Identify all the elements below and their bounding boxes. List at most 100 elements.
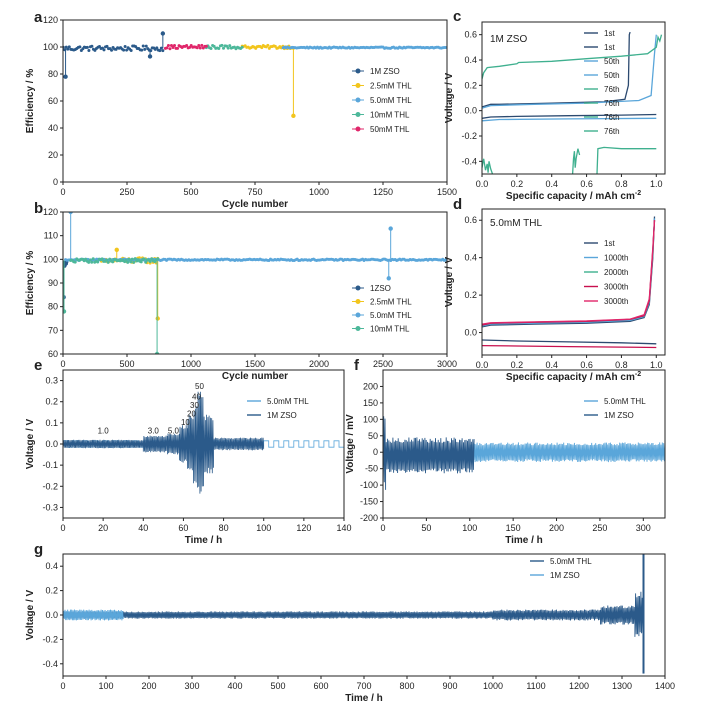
y-tick-label: -50 xyxy=(365,464,378,474)
data-point xyxy=(209,47,213,51)
data-point xyxy=(90,44,94,48)
x-tick-label: 1200 xyxy=(569,681,589,691)
x-tick-label: 0 xyxy=(60,359,65,369)
y-tick-label: -150 xyxy=(360,497,378,507)
spike-point xyxy=(154,351,160,354)
data-point xyxy=(197,44,201,48)
series-10mm-thl-3 xyxy=(204,43,244,51)
legend: 1st 1st 50th 50th 76th 76th 76th 76th xyxy=(584,29,620,136)
y-axis-label: Efficiency / % xyxy=(25,251,36,316)
spike-point xyxy=(114,247,119,253)
legend-label: 50mM THL xyxy=(370,125,410,134)
x-tick-label: 0 xyxy=(380,523,385,533)
data-point xyxy=(127,257,131,261)
x-tick-label: 250 xyxy=(119,187,134,197)
y-tick-label: 0.1 xyxy=(45,418,58,428)
series-3000th-4 xyxy=(482,220,656,325)
x-tick-label: 2500 xyxy=(373,359,393,369)
x-tick-label: 0.0 xyxy=(476,179,489,189)
series-50th-2 xyxy=(482,34,657,109)
legend: 1M ZSO 2.5mM THL 5.0mM THL 10mM THL 50mM THL xyxy=(352,67,412,134)
legend: 5.0mM THL 1M ZSO xyxy=(247,397,309,420)
x-tick-label: 20 xyxy=(98,523,108,533)
panel-label: d xyxy=(453,196,462,213)
y-axis-label: Voltage / V xyxy=(25,418,36,469)
legend-marker xyxy=(355,97,361,103)
data-point xyxy=(105,258,109,262)
y-tick-label: 0.0 xyxy=(45,439,58,449)
x-tick-label: 100 xyxy=(256,523,271,533)
y-tick-label: 0.3 xyxy=(45,376,58,386)
series-1000th-1 xyxy=(482,218,656,327)
x-tick-label: 1000 xyxy=(483,681,503,691)
y-tick-label: 0.2 xyxy=(464,290,477,300)
spike-point xyxy=(386,276,391,281)
plot-area xyxy=(63,212,447,354)
series-2000th-2 xyxy=(482,220,656,326)
y-tick-label: -100 xyxy=(360,480,378,490)
x-tick-label: 0 xyxy=(60,523,65,533)
data-point xyxy=(220,43,224,47)
series-1m-zso-0 xyxy=(63,31,166,79)
y-tick-label: -0.2 xyxy=(42,481,58,491)
data-point xyxy=(111,260,115,264)
panel-f: 0 50 100 150 200 250 300 -200 -150 -100 -50 0 50 100 1… xyxy=(345,357,666,546)
data-point xyxy=(444,258,447,262)
x-tick-label: 500 xyxy=(270,681,285,691)
y-tick-label: -0.3 xyxy=(42,502,58,512)
rate-annotation: 20 xyxy=(187,410,196,419)
x-tick-label: 1.0 xyxy=(650,360,663,370)
panel-label: a xyxy=(34,9,43,26)
y-tick-label: 20 xyxy=(48,150,58,160)
data-point xyxy=(148,259,152,263)
rate-annotation: 40 xyxy=(192,393,201,402)
data-point xyxy=(185,43,189,47)
x-axis-label: Time / h xyxy=(505,535,543,546)
series-5-0mm-thl-2 xyxy=(281,45,447,50)
series-unnamed-5 xyxy=(482,339,657,345)
x-tick-label: 2000 xyxy=(309,359,329,369)
y-tick-label: -0.2 xyxy=(461,131,477,141)
data-point xyxy=(106,260,110,264)
legend-label: 76th xyxy=(604,113,620,122)
data-point xyxy=(171,46,175,50)
y-tick-label: 100 xyxy=(43,254,58,264)
series-1st-1 xyxy=(482,113,657,119)
y-tick-label: 0 xyxy=(53,177,58,187)
spike-point xyxy=(63,309,67,314)
series-unnamed-6 xyxy=(482,344,657,349)
y-tick-label: 70 xyxy=(48,325,58,335)
data-point xyxy=(84,257,88,261)
y-tick-label: 0.0 xyxy=(464,328,477,338)
legend-label: 50th xyxy=(604,57,620,66)
spike-point xyxy=(63,74,68,79)
y-tick-label: 60 xyxy=(48,96,58,106)
legend-label: 1M ZSO xyxy=(604,411,634,420)
x-axis-label-superscript: -2 xyxy=(635,371,641,378)
panel-a: 0 250 500 750 1000 1250 1500 0 20 40 60 80 100 120 Cyc… xyxy=(25,9,457,210)
x-tick-label: 1000 xyxy=(309,187,329,197)
series-76th-7 xyxy=(596,146,657,174)
legend-label: 2.5mM THL xyxy=(370,298,412,307)
data-point xyxy=(129,48,133,52)
data-point xyxy=(222,46,225,50)
legend-label: 3000th xyxy=(604,283,628,292)
series-1m-zso-1 xyxy=(63,609,124,621)
y-tick-label: 60 xyxy=(48,349,58,359)
data-point xyxy=(105,44,109,48)
data-point xyxy=(139,260,143,264)
x-axis-label: Cycle number xyxy=(222,371,288,382)
data-point xyxy=(226,46,230,50)
x-tick-label: 700 xyxy=(356,681,371,691)
x-tick-label: 1000 xyxy=(181,359,201,369)
legend-label: 3000th xyxy=(604,297,628,306)
legend-label: 5.0mM THL xyxy=(267,397,309,406)
y-tick-label: 0.4 xyxy=(464,55,477,65)
legend: 1st 1000th 2000th 3000th 3000th xyxy=(584,239,628,306)
data-point xyxy=(87,260,91,264)
panel-label: c xyxy=(453,8,461,25)
data-point xyxy=(123,44,127,48)
y-tick-label: 120 xyxy=(43,15,58,25)
